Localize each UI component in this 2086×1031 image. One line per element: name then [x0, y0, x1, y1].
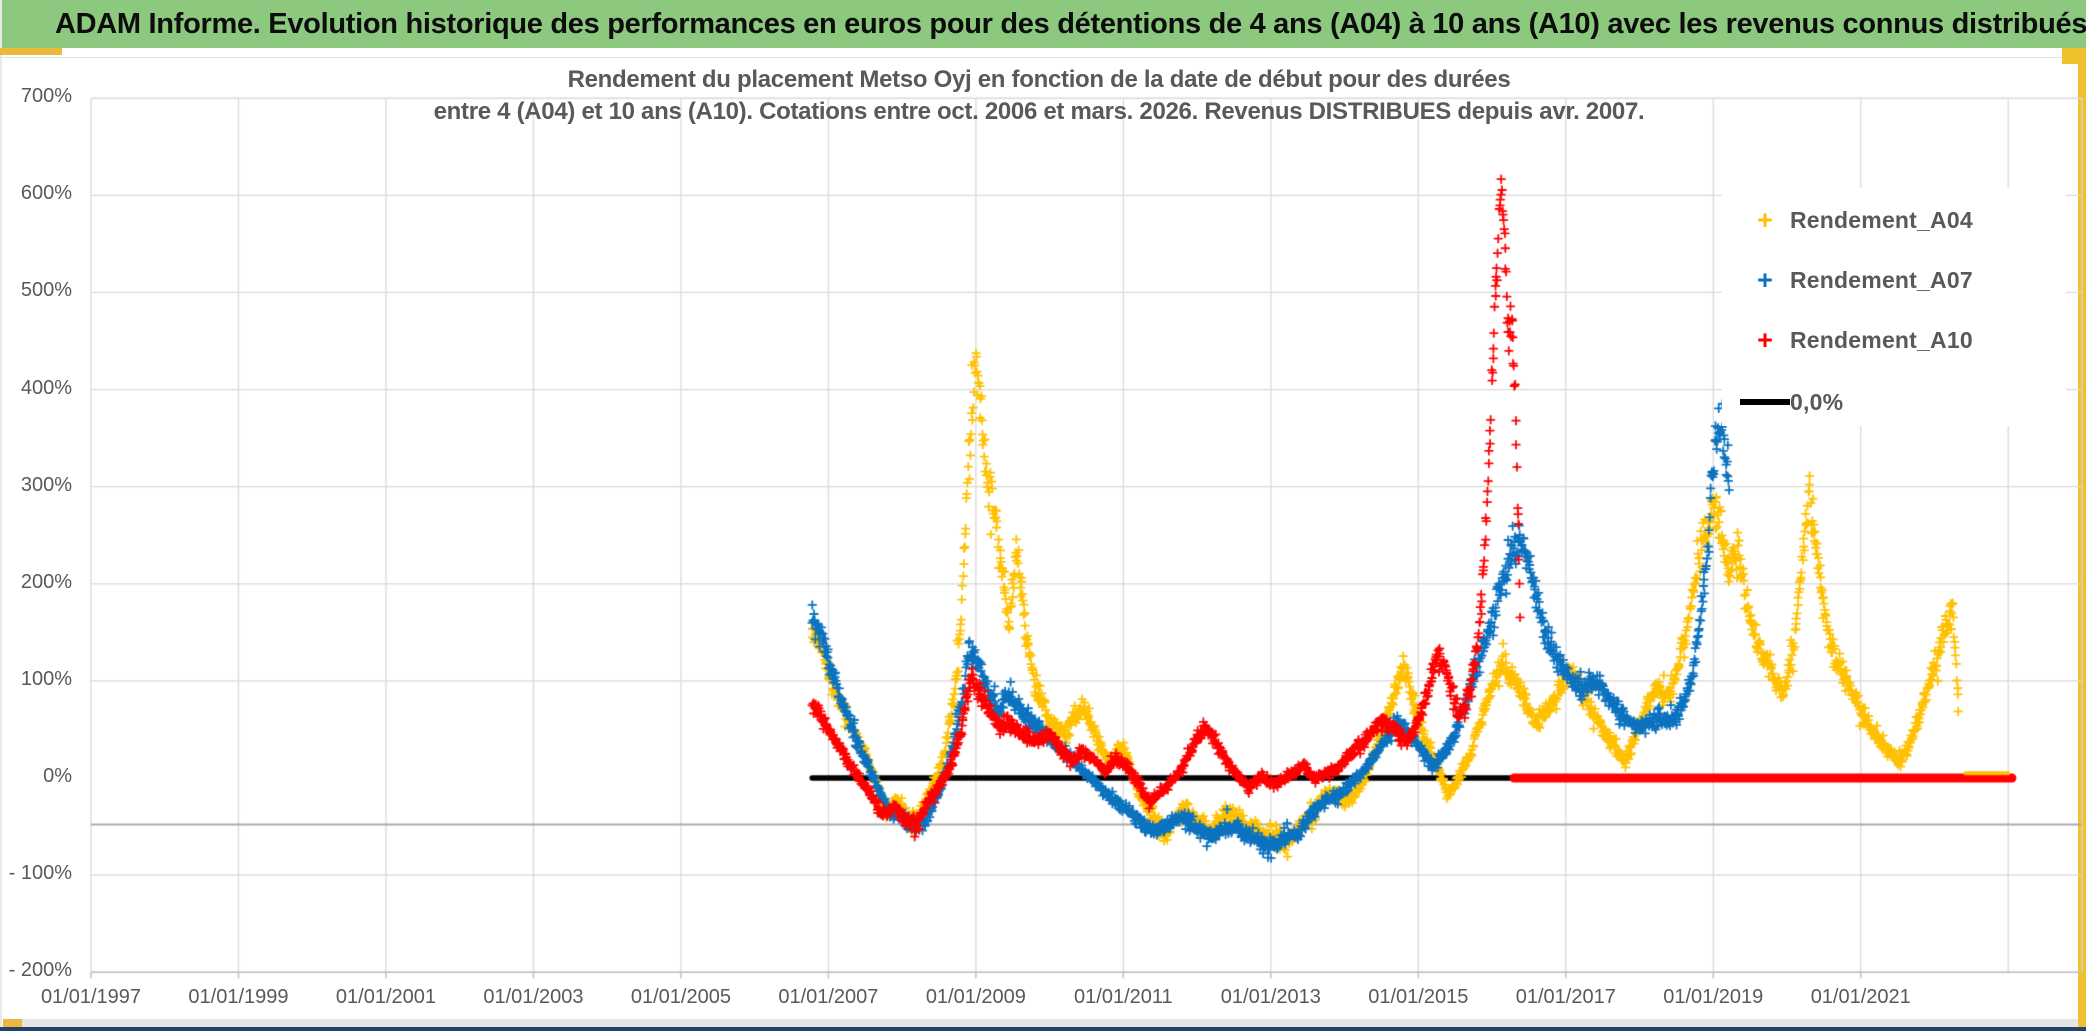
plus-marker-icon: + — [1757, 205, 1773, 235]
y-tick-label: 400% — [20, 376, 72, 399]
y-tick-label: 200% — [20, 570, 72, 593]
x-tick-label: 01/01/2005 — [630, 986, 731, 1008]
x-tick-label: 01/01/2007 — [778, 986, 879, 1008]
chart-legend: + Rendement_A04 + Rendement_A07 + Rendem… — [1722, 188, 2066, 426]
x-tick-label: 01/01/2015 — [1368, 986, 1469, 1008]
zero-line-icon — [1740, 399, 1790, 405]
x-tick-label: 01/01/2003 — [483, 986, 584, 1008]
x-tick-label: 01/01/1999 — [188, 986, 289, 1008]
y-tick-label: 500% — [20, 279, 72, 302]
legend-item-rendement-a04[interactable]: + Rendement_A04 — [1722, 198, 2066, 242]
x-tick-label: 01/01/2017 — [1515, 986, 1616, 1008]
legend-item-zero-line[interactable]: 0,0% — [1722, 380, 2066, 424]
legend-label: Rendement_A04 — [1790, 207, 1973, 233]
plus-marker-icon: + — [1757, 325, 1773, 355]
y-tick-label: 700% — [20, 85, 72, 108]
x-tick-label: 01/01/2019 — [1663, 986, 1764, 1008]
chart-title-line2: entre 4 (A04) et 10 ans (A10). Cotations… — [433, 98, 1645, 125]
y-tick-label: 300% — [20, 473, 72, 496]
x-tick-label: 01/01/1997 — [40, 986, 142, 1008]
x-tick-label: 01/01/2011 — [1074, 986, 1173, 1008]
chart-title-line1: Rendement du placement Metso Oyj en fonc… — [567, 66, 1511, 93]
legend-label: 0,0% — [1790, 389, 1844, 415]
legend-label: Rendement_A10 — [1790, 327, 1973, 353]
x-tick-label: 01/01/2001 — [335, 986, 436, 1008]
y-tick-label: - 100% — [8, 862, 72, 885]
x-tick-label: 01/01/2013 — [1220, 986, 1321, 1008]
y-tick-label: - 200% — [8, 959, 72, 982]
y-tick-label: 0% — [43, 765, 72, 787]
plus-marker-icon: + — [1757, 265, 1773, 295]
legend-label: Rendement_A07 — [1790, 267, 1973, 293]
y-tick-label: 100% — [20, 667, 72, 690]
x-tick-label: 01/01/2009 — [925, 986, 1026, 1008]
legend-item-rendement-a07[interactable]: + Rendement_A07 — [1722, 258, 2066, 302]
x-tick-label: 01/01/2021 — [1810, 986, 1911, 1008]
y-tick-label: 600% — [20, 182, 72, 205]
legend-item-rendement-a10[interactable]: + Rendement_A10 — [1722, 318, 2066, 362]
